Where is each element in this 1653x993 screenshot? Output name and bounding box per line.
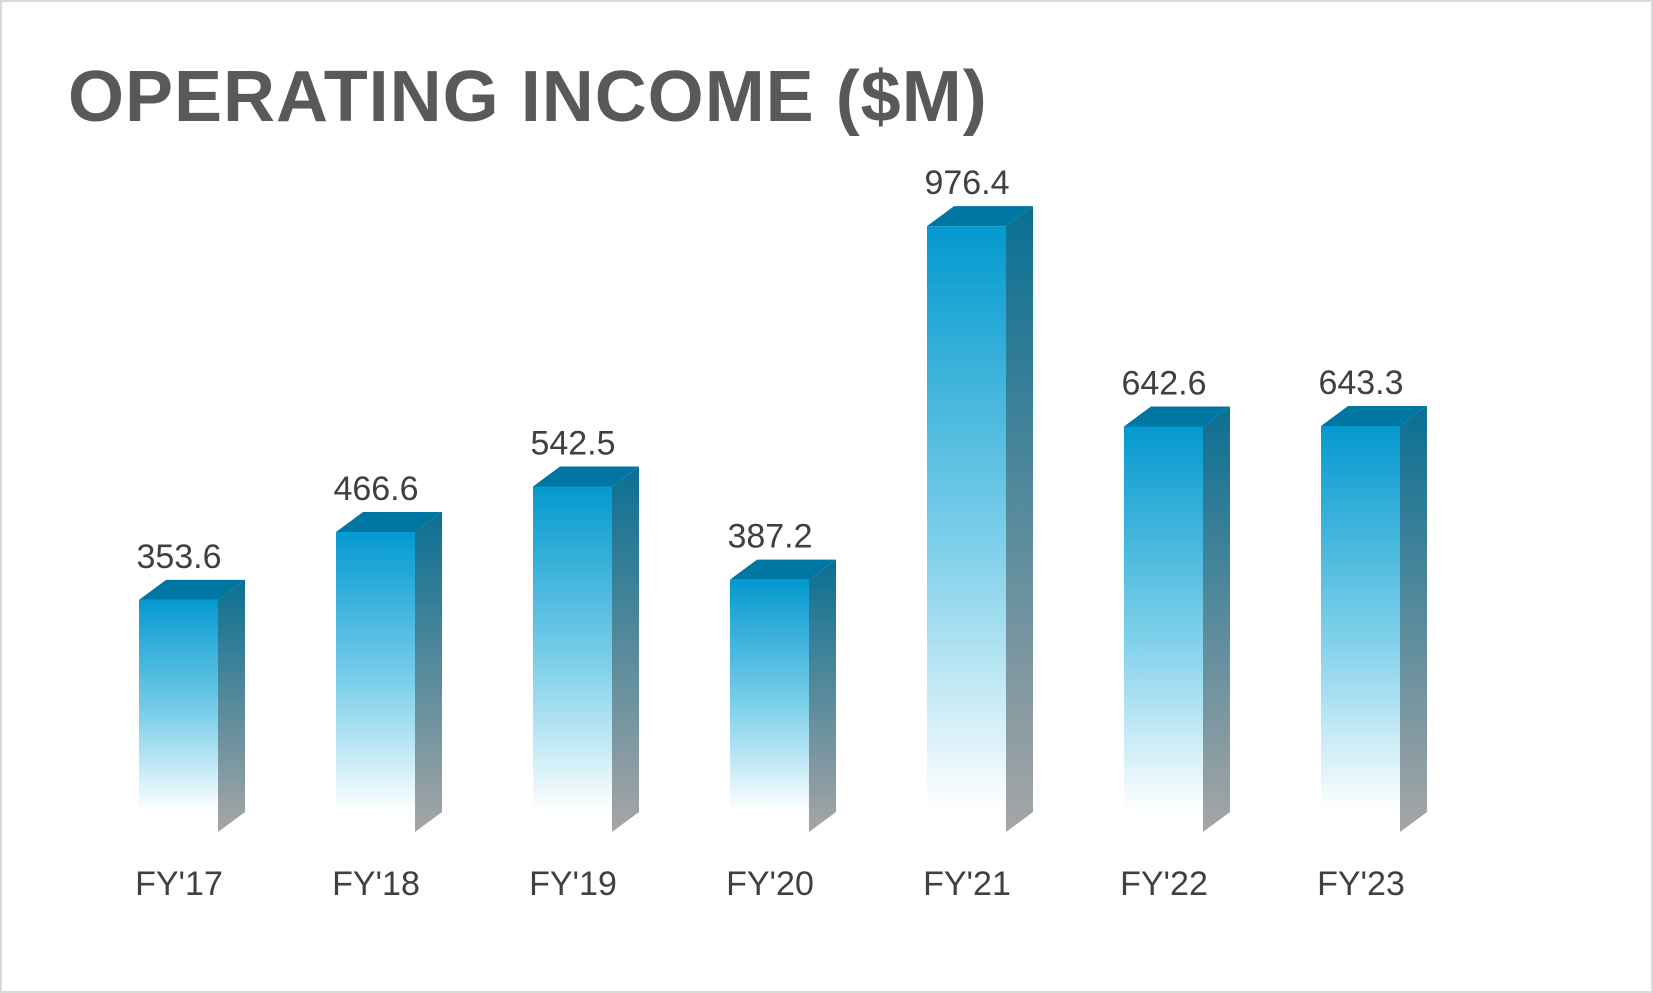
bar-side-face — [612, 466, 639, 832]
category-label: FY'18 — [332, 865, 420, 903]
category-label: FY'23 — [1317, 865, 1405, 903]
bar-front-face — [336, 532, 415, 812]
value-label: 542.5 — [530, 425, 615, 463]
bar-FY'21 — [927, 206, 1033, 832]
bar-front-face — [139, 599, 218, 812]
bar-top-face — [139, 579, 245, 600]
bar-FY'19 — [533, 466, 639, 832]
bar-top-face — [1124, 406, 1230, 427]
bar-side-face — [1203, 406, 1230, 832]
bar-FY'22 — [1124, 406, 1230, 832]
bar-side-face — [1006, 206, 1033, 832]
bar-front-face — [1321, 426, 1400, 812]
category-label: FY'21 — [923, 865, 1011, 903]
bar-top-face — [927, 206, 1033, 227]
bar-top-face — [1321, 406, 1427, 427]
bar-FY'20 — [730, 559, 836, 832]
value-labels-group: 353.6 466.6 542.5 387.2 976.4 642.6 643.3 — [136, 164, 1403, 576]
category-label: FY'17 — [135, 865, 223, 903]
chart-title: OPERATING INCOME ($M) — [68, 57, 988, 137]
bar-FY'17 — [139, 579, 245, 832]
bar-front-face — [730, 579, 809, 812]
bar-top-face — [336, 512, 442, 533]
value-label: 353.6 — [136, 538, 221, 576]
bar-front-face — [533, 486, 612, 812]
bar-front-face — [927, 226, 1006, 812]
bar-top-face — [533, 466, 639, 487]
value-label: 976.4 — [924, 164, 1009, 202]
value-label: 466.6 — [333, 470, 418, 508]
category-label: FY'19 — [529, 865, 617, 903]
bar-front-face — [1124, 426, 1203, 812]
category-label: FY'20 — [726, 865, 814, 903]
bar-side-face — [218, 579, 245, 832]
value-label: 643.3 — [1318, 364, 1403, 402]
value-label: 387.2 — [727, 518, 812, 556]
category-labels-group: FY'17 FY'18 FY'19 FY'20 FY'21 FY'22 FY'23 — [135, 865, 1405, 903]
bars-group — [139, 206, 1427, 832]
bar-top-face — [730, 559, 836, 580]
bar-FY'18 — [336, 512, 442, 832]
value-label: 642.6 — [1121, 364, 1206, 402]
bar-side-face — [809, 559, 836, 832]
bar-side-face — [1400, 406, 1427, 832]
bar-side-face — [415, 512, 442, 832]
bar-FY'23 — [1321, 406, 1427, 832]
category-label: FY'22 — [1120, 865, 1208, 903]
